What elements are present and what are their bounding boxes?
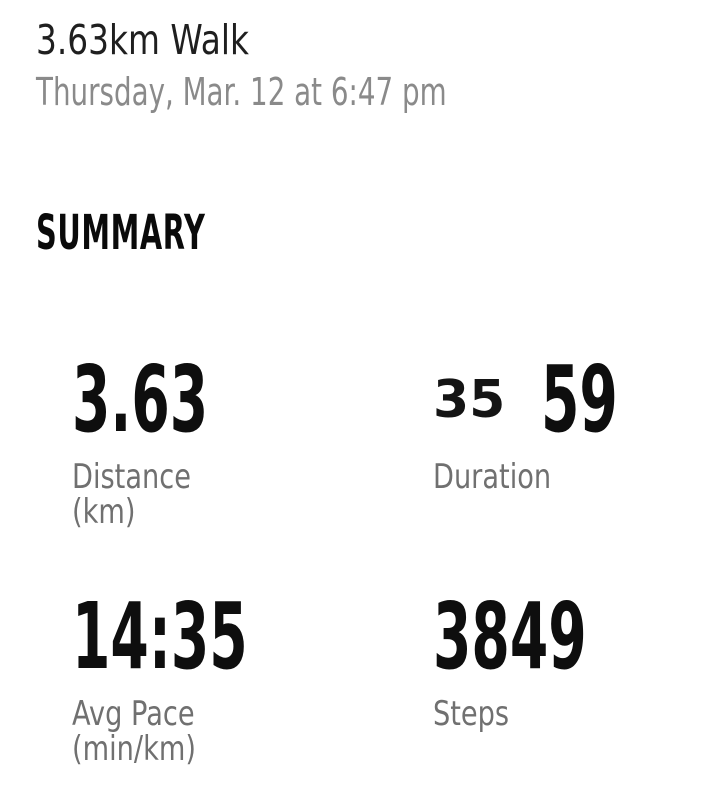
stat-avg-pace: 14:35 Avg Pace (min/km) bbox=[72, 583, 412, 767]
distance-label-line2: (km) bbox=[72, 492, 136, 532]
summary-section-heading: SUMMARY bbox=[36, 205, 206, 261]
duration-label-line1: Duration bbox=[433, 457, 552, 497]
steps-label-line1: Steps bbox=[433, 694, 510, 734]
duration-seconds-value: 59 bbox=[541, 346, 619, 453]
steps-label: Steps bbox=[433, 697, 509, 732]
distance-label: Distance (km) bbox=[72, 460, 191, 530]
duration-value: 35 59 bbox=[433, 346, 720, 453]
duration-label: Duration bbox=[433, 460, 551, 495]
stat-steps: 3849 Steps bbox=[433, 583, 720, 732]
avg-pace-label: Avg Pace (min/km) bbox=[72, 697, 196, 767]
distance-value: 3.63 bbox=[72, 346, 209, 453]
stat-duration: 35 59 Duration bbox=[433, 346, 720, 495]
workout-datetime: Thursday, Mar. 12 at 6:47 pm bbox=[36, 70, 447, 114]
distance-label-line1: Distance bbox=[72, 457, 191, 497]
avg-pace-value: 14:35 bbox=[72, 583, 248, 690]
avg-pace-label-line2: (min/km) bbox=[72, 729, 196, 769]
workout-title: 3.63km Walk bbox=[36, 16, 249, 64]
steps-value: 3849 bbox=[433, 583, 587, 690]
avg-pace-label-line1: Avg Pace bbox=[72, 694, 195, 734]
stat-distance: 3.63 Distance (km) bbox=[72, 346, 412, 530]
duration-minutes-value: 35 bbox=[433, 370, 506, 430]
